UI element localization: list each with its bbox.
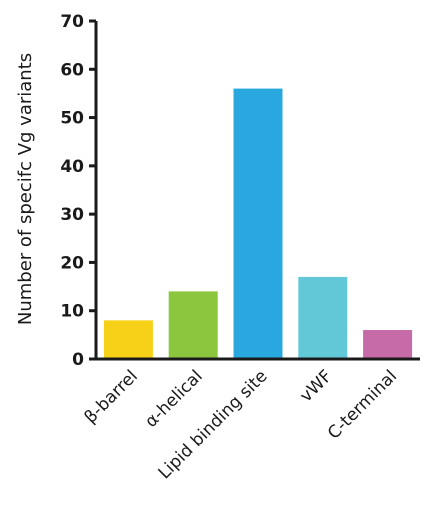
x-tick-label: α-helical (141, 366, 206, 431)
y-axis-title: Number of specifc Vg variants (15, 53, 36, 325)
x-tick-label: Lipid binding site (155, 366, 272, 483)
bar-4 (363, 330, 413, 359)
bar-1 (168, 291, 218, 359)
bar-2 (233, 88, 283, 359)
y-tick-label: 50 (60, 109, 84, 129)
x-tick-label: β-barrel (81, 366, 142, 427)
bar-3 (298, 276, 348, 359)
x-tick-label: C-terminal (324, 366, 401, 443)
y-tick-label: 60 (60, 60, 84, 80)
bar-0 (103, 320, 153, 359)
y-tick-label: 0 (72, 350, 84, 370)
y-tick-label: 40 (60, 157, 84, 177)
y-axis: 0 10 20 30 40 50 60 70 (60, 12, 98, 370)
y-tick-label: 10 (60, 302, 84, 322)
x-tick-label: vWF (296, 366, 336, 406)
bars-group (103, 88, 413, 359)
y-tick-label: 70 (60, 12, 84, 32)
y-tick-label: 20 (60, 253, 84, 273)
y-tick-label: 30 (60, 205, 84, 225)
